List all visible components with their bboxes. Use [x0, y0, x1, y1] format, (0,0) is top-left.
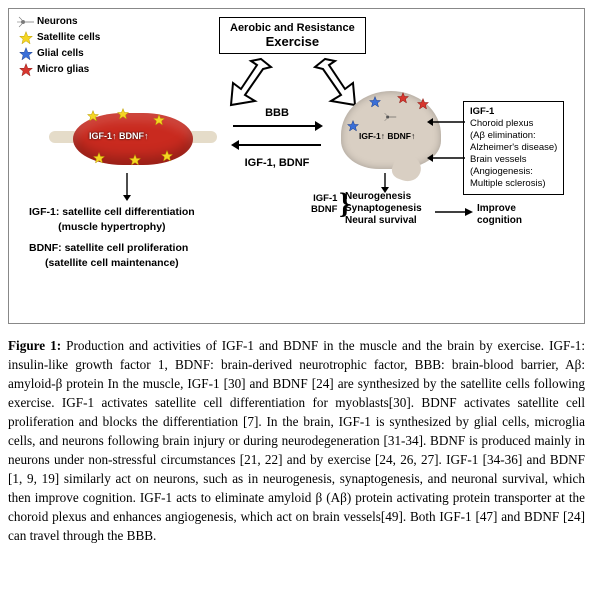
bbb-bottom-label: IGF-1, BDNF	[231, 157, 323, 169]
satellite-star-icon	[87, 109, 99, 127]
improve-l2: cognition	[477, 215, 522, 227]
cap-igf1-2: (muscle hypertrophy)	[29, 220, 195, 235]
legend-glial: Glial cells	[15, 47, 100, 61]
right-arrow-icon	[435, 205, 473, 223]
muscle-captions: IGF-1: satellite cell differentiation (m…	[29, 205, 195, 271]
legend-microglia: Micro glias	[15, 63, 100, 77]
legend: Neurons Satellite cells Glial cells Micr…	[15, 15, 100, 79]
caption-body: Production and activities of IGF-1 and B…	[8, 338, 585, 543]
legend-glial-label: Glial cells	[37, 47, 84, 61]
neuron-icon	[383, 109, 397, 127]
glial-star-icon	[369, 95, 381, 113]
igf1-l4: Brain vessels	[470, 154, 557, 166]
star-yellow-icon	[15, 31, 37, 45]
brain-inside-label: IGF-1↑ BDNF↑	[359, 131, 415, 141]
legend-neurons-label: Neurons	[37, 15, 78, 29]
muscle-graphic: IGF-1↑ BDNF↑	[53, 109, 213, 169]
igf1-l3: Alzheimer's disease)	[470, 142, 557, 154]
connector-arrow-icon	[427, 115, 467, 134]
satellite-star-icon	[153, 113, 165, 131]
neuro-r1: Neurogenesis	[345, 191, 422, 203]
microglia-star-icon	[397, 91, 409, 109]
igf1-l2: (Aβ elimination:	[470, 130, 557, 142]
glial-star-icon	[347, 119, 359, 137]
down-arrow-icon	[121, 173, 133, 206]
star-blue-icon	[15, 47, 37, 61]
figure-caption: Figure 1: Production and activities of I…	[8, 336, 585, 545]
exercise-line2: Exercise	[230, 34, 355, 49]
neurogenesis-block: IGF-1 BDNF } Neurogenesis Synaptogenesis…	[345, 191, 422, 227]
caption-lead: Figure 1:	[8, 338, 66, 353]
exercise-box: Aerobic and Resistance Exercise	[219, 17, 366, 54]
bbb-block: BBB IGF-1, BDNF	[231, 107, 323, 169]
legend-satellite: Satellite cells	[15, 31, 100, 45]
brace-icon: }	[339, 189, 351, 219]
improve-l1: Improve	[477, 203, 522, 215]
bbb-arrow-right-icon	[231, 119, 323, 138]
legend-microglia-label: Micro glias	[37, 63, 89, 77]
cap-bdnf-1: BDNF: satellite cell proliferation	[29, 241, 195, 256]
connector-arrow-icon	[427, 151, 467, 170]
bbb-arrow-left-icon	[231, 138, 323, 157]
igf1-l5: (Angiogenesis:	[470, 166, 557, 178]
bbb-label: BBB	[231, 107, 323, 119]
neuro-r2: Synaptogenesis	[345, 203, 422, 215]
satellite-star-icon	[93, 151, 105, 169]
legend-neurons: Neurons	[15, 15, 100, 29]
microglia-star-icon	[417, 97, 429, 115]
igf1-l1: Choroid plexus	[470, 118, 557, 130]
igf1-l6: Multiple sclerosis)	[470, 178, 557, 190]
neuro-left-col: IGF-1 BDNF	[311, 193, 337, 215]
satellite-star-icon	[129, 153, 141, 171]
neuro-left-igf1: IGF-1	[311, 193, 337, 204]
neuro-left-bdnf: BDNF	[311, 204, 337, 215]
igf1-head: IGF-1	[470, 106, 557, 118]
satellite-star-icon	[117, 107, 129, 125]
cap-igf1-1: IGF-1: satellite cell differentiation	[29, 205, 195, 220]
neuron-icon	[15, 16, 37, 28]
improve-cognition: Improve cognition	[477, 203, 522, 227]
igf1-side-panel: IGF-1 Choroid plexus (Aβ elimination: Al…	[463, 101, 564, 195]
neuro-r3: Neural survival	[345, 215, 422, 227]
cap-bdnf-2: (satellite cell maintenance)	[29, 256, 195, 271]
arrow-to-muscle-icon	[227, 55, 277, 114]
muscle-inside-label: IGF-1↑ BDNF↑	[89, 131, 149, 141]
satellite-star-icon	[161, 149, 173, 167]
star-red-icon	[15, 63, 37, 77]
exercise-line1: Aerobic and Resistance	[230, 22, 355, 34]
figure-panel: Neurons Satellite cells Glial cells Micr…	[8, 8, 585, 324]
legend-satellite-label: Satellite cells	[37, 31, 100, 45]
